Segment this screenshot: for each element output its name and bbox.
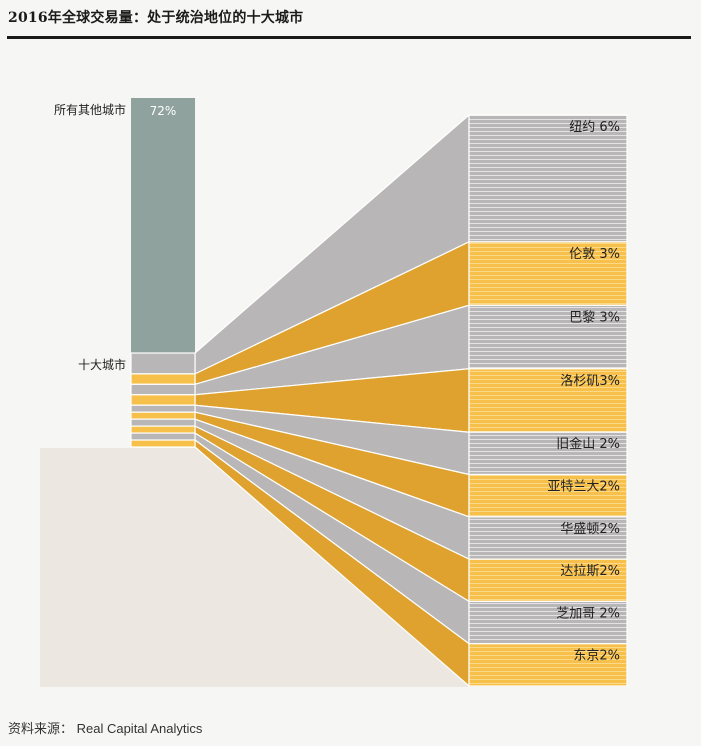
city-label: 纽约 6% — [569, 120, 620, 135]
title-divider — [7, 36, 691, 39]
chart-title: 2016年全球交易量：处于统治地位的十大城市 — [8, 10, 304, 26]
city-block — [468, 558, 628, 603]
city-label: 芝加哥 2% — [556, 605, 620, 621]
top10-label: 十大城市 — [78, 357, 126, 372]
city-label: 伦敦 3% — [569, 246, 620, 262]
city-label: 洛杉矶3% — [560, 374, 620, 389]
city-label: 东京2% — [573, 649, 620, 664]
city-block — [468, 241, 628, 306]
top10-segment — [130, 394, 196, 406]
top10-segment — [130, 411, 196, 420]
source-note: 资料来源： Real Capital Analytics — [8, 721, 203, 736]
top10-segment — [130, 373, 196, 385]
top10-segment — [130, 432, 196, 441]
top10-segment — [130, 418, 196, 427]
top10-segment — [130, 352, 196, 375]
city-block — [468, 516, 628, 560]
top10-segment — [130, 425, 196, 434]
top10-segment — [130, 383, 196, 396]
city-blocks: 纽约 6% 伦敦 3% 巴黎 3% 洛杉矶3% 旧金山 2% 亚特兰大2% 华盛顿2% 达拉斯… — [468, 114, 628, 687]
city-label: 旧金山 2% — [556, 436, 620, 452]
city-block — [468, 473, 628, 518]
city-block — [468, 304, 628, 370]
city-label: 华盛顿2% — [560, 522, 620, 537]
others-bar — [131, 98, 195, 353]
top10-segment — [130, 439, 196, 448]
city-label: 达拉斯2% — [560, 564, 620, 579]
city-block — [468, 368, 628, 433]
top10-stack-bar — [130, 352, 196, 448]
city-block — [468, 643, 628, 687]
others-value-label: 72% — [150, 104, 177, 118]
others-label: 所有其他城市 — [54, 102, 126, 117]
top10-segment — [130, 404, 196, 413]
city-block — [468, 114, 628, 243]
city-label: 亚特兰大2% — [547, 480, 620, 495]
city-label: 巴黎 3% — [569, 310, 620, 325]
